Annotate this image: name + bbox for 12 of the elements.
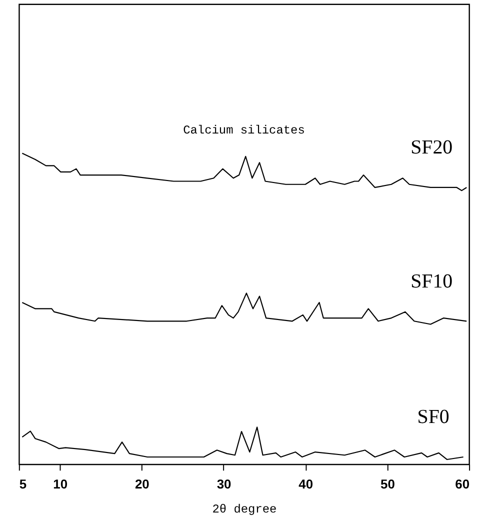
series-label: SF20 <box>410 136 453 159</box>
x-tick-label: 40 <box>298 476 314 492</box>
series-label: SF10 <box>410 270 453 292</box>
x-tick-label: 30 <box>216 476 232 492</box>
series-label: SF0 <box>417 406 450 428</box>
x-tick-label: 5 <box>19 476 27 492</box>
x-axis-title: 2θ degree <box>212 502 277 516</box>
text: Calcium silicates <box>183 124 305 138</box>
x-tick-label: 10 <box>53 476 68 492</box>
x-tick-label: 20 <box>134 476 150 492</box>
x-tick-label: 50 <box>380 476 395 492</box>
x-tick-label: 60 <box>455 476 470 492</box>
